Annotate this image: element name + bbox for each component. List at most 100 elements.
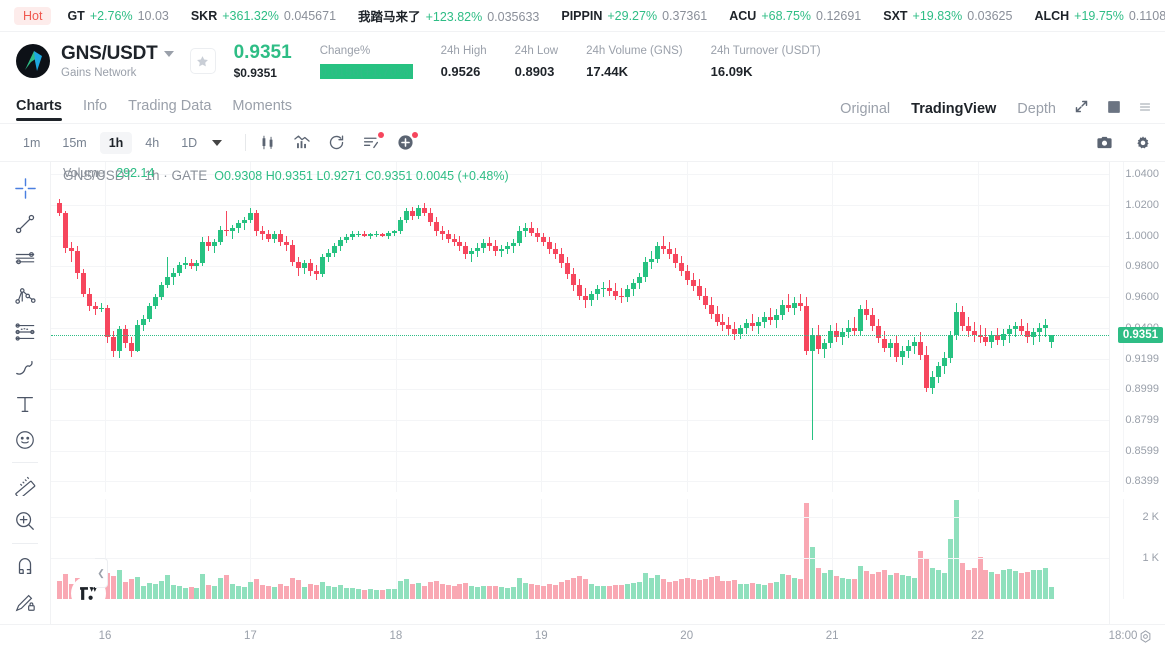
notification-dot — [412, 132, 419, 138]
time-axis-label: 17 — [244, 630, 257, 642]
nav-tab-moments[interactable]: Moments — [232, 97, 293, 114]
candle-body — [236, 223, 242, 228]
timeframe-dropdown-icon[interactable] — [212, 139, 223, 146]
layout-square-icon[interactable] — [1107, 100, 1121, 114]
candle-body — [200, 241, 206, 264]
price-axis[interactable]: 1.04001.02001.00000.98000.96000.94000.91… — [1109, 162, 1165, 624]
gridline — [51, 481, 1109, 483]
timeframe-4h[interactable]: 4h — [145, 135, 160, 150]
candle-body — [762, 317, 768, 322]
fib-retracement-icon[interactable] — [5, 314, 45, 350]
candle-body — [571, 274, 577, 285]
view-mode-tradingview[interactable]: TradingView — [911, 101, 997, 117]
volume-bar — [62, 574, 68, 599]
volume-bar — [947, 538, 953, 599]
price-axis-label: 1.0000 — [1125, 229, 1159, 242]
indicators-icon[interactable] — [293, 134, 311, 151]
candle-wick — [471, 247, 473, 262]
volume-bar — [110, 576, 116, 599]
zoom-in-icon[interactable] — [5, 503, 45, 539]
candle-body — [80, 272, 86, 294]
ticker-change: +19.75% — [1074, 8, 1124, 23]
volume-bar — [654, 575, 660, 599]
horizontal-lines-icon[interactable] — [5, 242, 45, 278]
candle-body — [929, 376, 935, 388]
brush-icon[interactable] — [5, 350, 45, 386]
ticker-item[interactable]: 我踏马来了 +123.82% 0.035633 — [358, 6, 539, 25]
ticker-item[interactable]: SXT +19.83% 0.03625 — [883, 9, 1012, 23]
ticker-item[interactable]: GT +2.76% 10.03 — [67, 9, 168, 23]
volume-bar — [917, 550, 923, 599]
candle-body — [373, 234, 379, 236]
chevron-down-icon[interactable] — [163, 51, 174, 57]
axis-settings-gear-icon[interactable] — [1138, 629, 1153, 649]
timeframe-1h[interactable]: 1h — [99, 131, 133, 154]
time-axis[interactable]: 16 17 18 19 20 21 22 18:00 — [0, 624, 1165, 650]
volume-bar — [403, 579, 409, 599]
candle-body — [74, 251, 80, 273]
trend-line-icon[interactable] — [5, 206, 45, 242]
ticker-item[interactable]: ALCH +19.75% 0.11086 — [1034, 9, 1165, 23]
time-axis-label: 22 — [971, 630, 984, 642]
candle-body — [290, 244, 296, 262]
candle-body — [666, 249, 672, 255]
candle-body — [314, 270, 320, 275]
view-mode-depth[interactable]: Depth — [1017, 101, 1056, 117]
nav-tab-trading-data[interactable]: Trading Data — [128, 97, 212, 114]
volume-bar — [899, 574, 905, 599]
timeframe-1m[interactable]: 1m — [23, 135, 41, 150]
lock-drawings-icon[interactable] — [5, 584, 45, 620]
more-menu-icon[interactable] — [1139, 100, 1151, 114]
candle-body — [415, 208, 421, 216]
templates-icon[interactable] — [362, 132, 385, 151]
candle-body — [720, 321, 726, 325]
timeframe-1D[interactable]: 1D — [181, 135, 198, 150]
text-icon[interactable] — [5, 386, 45, 422]
price-pane[interactable] — [51, 162, 1124, 492]
candlestick-icon[interactable] — [259, 134, 276, 151]
volume-bar — [959, 563, 965, 599]
crosshair-icon[interactable] — [5, 170, 45, 206]
magnet-icon[interactable] — [5, 548, 45, 584]
nav-tab-info[interactable]: Info — [82, 97, 108, 114]
refresh-icon[interactable] — [328, 134, 345, 151]
collapse-toolbar-handle[interactable]: ❮ — [95, 558, 108, 588]
nav-tab-charts[interactable]: Charts — [16, 93, 62, 121]
candle-body — [266, 234, 272, 239]
view-mode-original[interactable]: Original — [840, 101, 891, 117]
candle-body — [792, 303, 798, 308]
candle-body — [1043, 324, 1049, 328]
timeframe-15m[interactable]: 15m — [62, 135, 87, 150]
candle-body — [696, 286, 702, 296]
candle-body — [337, 240, 343, 247]
candle-body — [965, 326, 971, 331]
settings-gear-icon[interactable] — [1135, 135, 1151, 151]
gridline — [395, 499, 397, 599]
ticker-item[interactable]: SKR +361.32% 0.045671 — [191, 9, 336, 23]
gridline — [51, 389, 1109, 391]
ticker-item[interactable]: ACU +68.75% 0.12691 — [729, 9, 861, 23]
candle-body — [947, 335, 953, 359]
volume-bar — [678, 578, 684, 599]
measure-ruler-icon[interactable] — [5, 467, 45, 503]
favorite-star-button[interactable] — [189, 48, 216, 74]
volume-bar — [278, 584, 284, 599]
ticker-price: 10.03 — [137, 8, 169, 23]
chart-canvas[interactable]: GNS/USDT · 1h · GATE O0.9308 H0.9351 L0.… — [51, 162, 1165, 624]
candle-body — [367, 234, 373, 236]
candle-body — [308, 263, 314, 271]
candle-body — [278, 234, 284, 242]
volume-bar — [971, 567, 977, 599]
ticker-item[interactable]: PIPPIN +29.27% 0.37361 — [561, 9, 707, 23]
market-stat: 24h Low 0.8903 — [515, 43, 558, 78]
pitchfork-icon[interactable] — [5, 278, 45, 314]
candle-body — [547, 241, 553, 250]
add-compare-icon[interactable] — [397, 132, 419, 151]
camera-icon[interactable] — [1096, 134, 1113, 151]
fullscreen-icon[interactable] — [1074, 99, 1089, 114]
emoji-icon[interactable] — [5, 422, 45, 458]
volume-pane[interactable] — [51, 499, 1124, 599]
ticker-change: +361.32% — [222, 8, 279, 23]
candle-body — [881, 338, 887, 348]
pair-name-block[interactable]: GNS/USDT Gains Network — [61, 43, 174, 79]
